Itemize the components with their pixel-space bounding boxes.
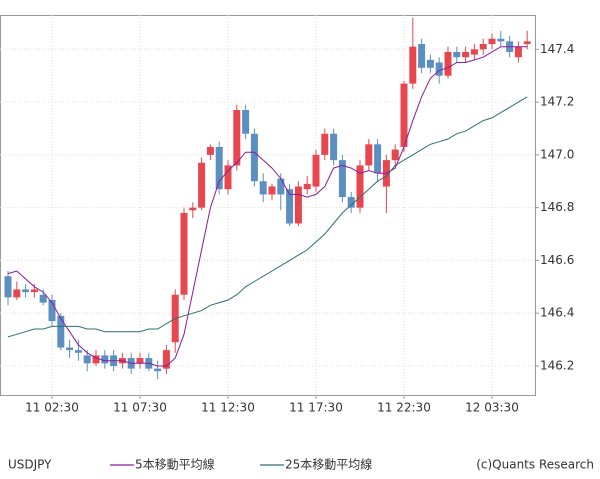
symbol: USDJPY [8,458,52,472]
x-tick-label: 11 22:30 [377,401,431,415]
plot-frame [0,15,536,396]
y-tick-label: 147.4 [540,42,574,56]
candle-body [180,212,188,295]
legend-label: 5本移動平均線 [135,457,215,472]
candle-body [338,160,346,198]
candle-body [259,181,267,195]
candle-body [321,133,329,155]
candle-body [444,51,452,76]
candle-body [74,350,82,353]
candle-body [83,355,91,364]
candle-body [356,165,364,208]
candle-body [426,59,434,68]
candle-body [189,207,197,211]
y-tick-label: 147.2 [540,95,574,109]
ma-line [7,96,528,338]
y-tick-label: 146.2 [540,358,574,372]
legend-label: 25本移動平均線 [285,457,372,472]
candle-body [48,300,56,322]
candle-body [233,110,241,166]
candle-body [453,51,461,58]
candle-body [391,149,399,161]
candle-body [22,289,30,293]
candle-body [66,347,74,351]
candle-body [277,178,285,195]
candle-body [198,162,206,208]
candle-body [409,46,417,84]
candle-body [268,186,276,195]
candle-body [330,133,338,161]
x-tick-label: 11 07:30 [113,401,167,415]
candle-body [462,51,470,58]
candle-body [154,368,162,372]
candle-body [250,133,258,182]
ma-line [7,46,528,367]
credit: (c)Quants Research [476,458,594,472]
y-tick-label: 147.0 [540,147,574,161]
candle-body [206,146,214,155]
candle-body [294,186,302,224]
candle-body [57,315,65,348]
candle-body [215,146,223,190]
x-tick-label: 11 12:30 [201,401,255,415]
candle-body [162,350,170,369]
candle-body [488,38,496,45]
y-tick-label: 146.8 [540,200,574,214]
candle-body [286,189,294,224]
candle-body [418,44,426,68]
candle-body [4,276,12,298]
candle-body [514,46,522,58]
candle-body [39,294,47,303]
x-tick-label: 11 02:30 [25,401,79,415]
candle-body [312,154,320,187]
candle-body [470,49,478,55]
x-tick-label: 12 03:30 [465,401,519,415]
candle-body [92,355,100,364]
candle-body [242,110,250,134]
candle-body [101,355,109,364]
y-tick-label: 146.6 [540,253,574,267]
candle-body [523,41,531,45]
candle-body [136,358,144,364]
x-tick-label: 11 17:30 [289,401,343,415]
candle-body [374,144,382,174]
candle-body [303,183,311,190]
candle-body [30,289,38,293]
candle-body [13,289,21,298]
candle-body [224,165,232,190]
candle-body [479,44,487,50]
candle-body [347,197,355,208]
candle-body [497,38,505,42]
y-tick-label: 146.4 [540,306,574,320]
candle-body [365,144,373,166]
candle-body [435,62,443,76]
candle-body [400,83,408,147]
